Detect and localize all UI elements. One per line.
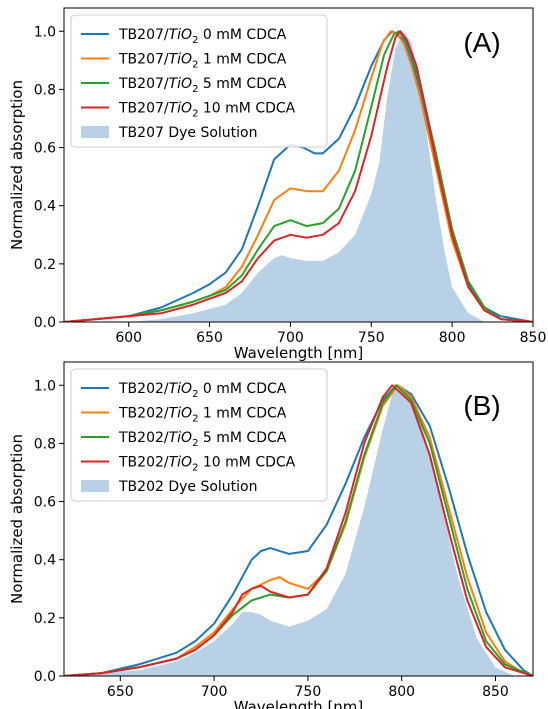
x-tick-label: 850 bbox=[482, 684, 509, 700]
legend-label: TB207/TiO2 10 mM CDCA bbox=[118, 101, 296, 120]
chart-panel-a: 600 650 700 750 800 850 0.0 0.2 0.4 0.6 0.8 1.0 Wave… bbox=[8, 7, 547, 362]
legend-label: TB207/TiO2 0 mM CDCA bbox=[118, 27, 287, 46]
legend-label: TB202/TiO2 5 mM CDCA bbox=[118, 430, 287, 449]
x-tick-label: 800 bbox=[388, 684, 415, 700]
y-tick-label: 0.8 bbox=[34, 436, 56, 452]
x-axis-label: Wavelength [nm] bbox=[234, 698, 364, 709]
series-line-3 bbox=[64, 30, 533, 322]
panel-tag: (B) bbox=[463, 390, 500, 421]
y-axis-label: Normalized absorption bbox=[8, 434, 26, 604]
legend: TB207/TiO2 0 mM CDCA TB207/TiO2 1 mM CDCA… bbox=[70, 14, 328, 148]
legend-label: TB207 Dye Solution bbox=[118, 125, 258, 141]
x-tick-label: 650 bbox=[107, 684, 134, 700]
x-tick-label: 700 bbox=[201, 684, 228, 700]
x-tick-label: 600 bbox=[115, 330, 142, 346]
y-tick-label: 1.0 bbox=[34, 24, 56, 40]
y-tick-label: 0.4 bbox=[34, 199, 56, 215]
axes-frame bbox=[63, 361, 534, 677]
y-tick-label: 0.0 bbox=[34, 315, 56, 331]
legend-swatch bbox=[81, 126, 109, 138]
y-tick-label: 0.2 bbox=[34, 257, 56, 273]
legend-label: TB207/TiO2 1 mM CDCA bbox=[118, 52, 287, 71]
series-line-2 bbox=[64, 30, 533, 322]
legend-box bbox=[70, 368, 328, 502]
plot-area bbox=[64, 30, 533, 322]
chart-panel-b: 650 700 750 800 850 0.0 0.2 0.4 0.6 0.8 1.0 Wavelen… bbox=[8, 361, 534, 709]
series-area-dye-solution bbox=[64, 31, 533, 322]
x-tick-label: 850 bbox=[520, 330, 547, 346]
x-axis-label: Wavelength [nm] bbox=[234, 344, 364, 362]
y-tick-label: 0.0 bbox=[34, 669, 56, 685]
plot-area bbox=[64, 384, 533, 676]
x-tick-label: 800 bbox=[439, 330, 466, 346]
axes-frame bbox=[63, 7, 534, 323]
series-line-0 bbox=[64, 384, 533, 676]
y-tick-label: 0.8 bbox=[34, 82, 56, 98]
legend-box bbox=[70, 14, 328, 148]
x-tick-label: 750 bbox=[358, 330, 385, 346]
y-tick-label: 0.6 bbox=[34, 495, 56, 511]
x-tick-label: 700 bbox=[277, 330, 304, 346]
legend-label: TB202/TiO2 0 mM CDCA bbox=[118, 381, 287, 400]
legend-label: TB202/TiO2 10 mM CDCA bbox=[118, 455, 296, 474]
x-tick-label: 750 bbox=[295, 684, 322, 700]
series-area-dye-solution bbox=[64, 385, 533, 676]
panel-tag: (A) bbox=[463, 27, 500, 58]
y-axis-label: Normalized absorption bbox=[8, 80, 26, 250]
x-tick-label: 650 bbox=[196, 330, 223, 346]
series-line-3 bbox=[64, 384, 533, 676]
legend-label: TB207/TiO2 5 mM CDCA bbox=[118, 76, 287, 95]
y-tick-label: 1.0 bbox=[34, 378, 56, 394]
y-tick-label: 0.4 bbox=[34, 553, 56, 569]
legend-label: TB202/TiO2 1 mM CDCA bbox=[118, 406, 287, 425]
legend-label: TB202 Dye Solution bbox=[118, 479, 258, 495]
y-tick-label: 0.2 bbox=[34, 611, 56, 627]
y-tick-label: 0.6 bbox=[34, 141, 56, 157]
legend-swatch bbox=[81, 480, 109, 492]
legend: TB202/TiO2 0 mM CDCA TB202/TiO2 1 mM CDCA… bbox=[70, 368, 328, 502]
